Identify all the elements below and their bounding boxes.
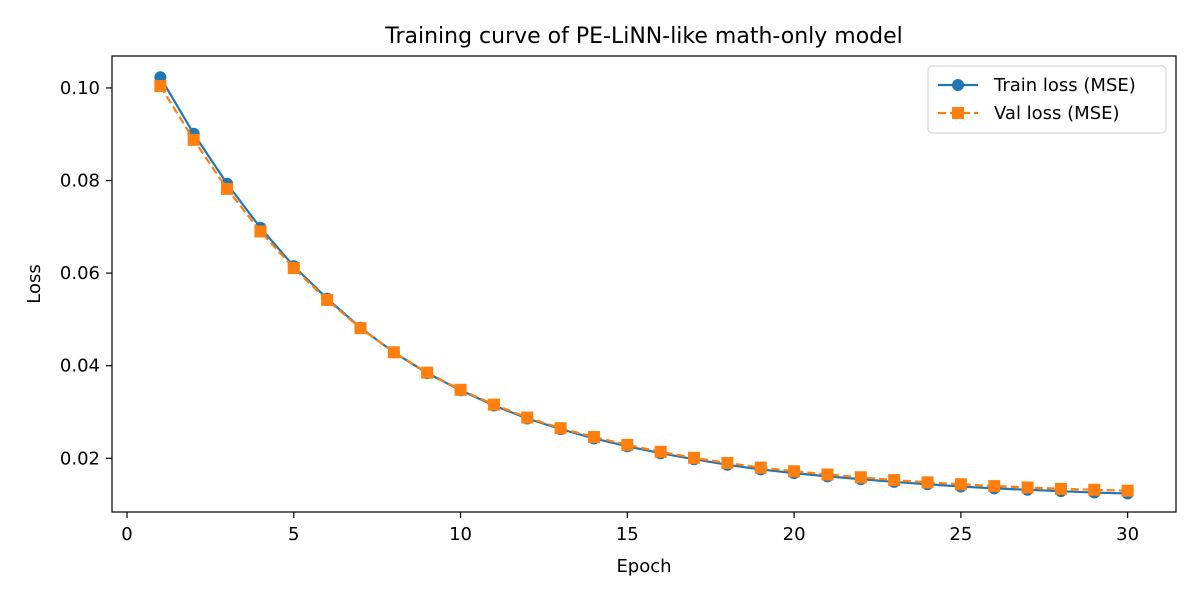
x-tick-label: 10 [449, 524, 472, 545]
data-point [387, 346, 400, 359]
data-point [988, 480, 1001, 493]
data-point [454, 383, 467, 396]
plot-frame [111, 55, 1177, 513]
legend-label: Val loss (MSE) [994, 103, 1120, 124]
data-point [154, 80, 167, 93]
legend-marker [952, 79, 964, 91]
series-line [159, 76, 1128, 495]
legend: Train loss (MSE) Val loss (MSE) [927, 65, 1167, 134]
data-point [587, 431, 600, 444]
legend-box [927, 65, 1167, 134]
x-tick-label: 30 [1116, 524, 1139, 545]
data-point [1088, 483, 1101, 496]
x-tick-label: 15 [616, 524, 639, 545]
y-tick-label: 0.04 [60, 356, 100, 377]
y-tick-label: 0.08 [60, 171, 100, 192]
series-train-loss [154, 71, 1134, 500]
x-tick-label: 5 [288, 524, 299, 545]
x-tick-label: 0 [121, 524, 132, 545]
data-point [688, 451, 701, 464]
data-point [354, 322, 367, 335]
data-point [287, 262, 300, 275]
y-tick-label: 0.02 [60, 448, 100, 469]
data-point [1021, 481, 1034, 494]
data-point [254, 225, 267, 238]
series-line [159, 85, 1128, 492]
legend-entry: Train loss (MSE) [938, 75, 1136, 96]
x-axis: 0 5 10 15 20 25 30 [121, 512, 1139, 545]
data-point [954, 478, 967, 491]
data-point [521, 411, 534, 424]
data-point [788, 465, 801, 478]
y-tick-label: 0.06 [60, 263, 100, 284]
data-point [321, 293, 334, 306]
plot-area [154, 71, 1134, 500]
data-point [888, 474, 901, 487]
data-point [854, 471, 867, 484]
data-point [1121, 484, 1134, 497]
series-val-loss [154, 80, 1134, 497]
legend-marker [952, 107, 964, 119]
data-point [921, 476, 934, 489]
x-axis-label: Epoch [616, 556, 671, 577]
x-tick-label: 20 [783, 524, 806, 545]
data-point [421, 366, 434, 379]
legend-entry: Val loss (MSE) [938, 103, 1120, 124]
data-point [1054, 482, 1067, 495]
legend-label: Train loss (MSE) [993, 75, 1136, 96]
data-point [187, 133, 200, 146]
data-point [721, 456, 734, 469]
data-point [621, 438, 634, 451]
chart-title: Training curve of PE-LiNN-like math-only… [384, 24, 903, 49]
data-point [654, 445, 667, 458]
y-axis-label: Loss [24, 264, 45, 303]
data-point [554, 422, 567, 435]
data-point [754, 461, 767, 474]
y-axis: 0.02 0.04 0.06 0.08 0.10 [60, 78, 112, 469]
y-tick-label: 0.10 [60, 78, 100, 99]
data-point [221, 182, 234, 195]
x-tick-label: 25 [949, 524, 972, 545]
data-point [487, 398, 500, 411]
data-point [821, 468, 834, 481]
